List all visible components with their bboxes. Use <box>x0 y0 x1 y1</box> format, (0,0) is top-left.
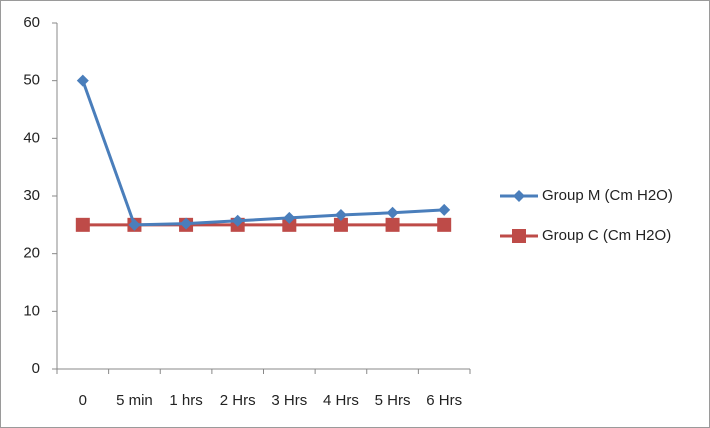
x-tick-label: 2 Hrs <box>220 392 256 409</box>
x-tick-label: 5 min <box>116 392 153 409</box>
y-tick-label: 50 <box>23 72 40 89</box>
data-point <box>386 206 399 219</box>
legend-label: Group M (Cm H2O) <box>542 187 673 204</box>
x-tick-label: 6 Hrs <box>426 392 462 409</box>
data-point <box>385 217 400 232</box>
legend-marker <box>513 190 525 202</box>
data-point <box>438 203 451 216</box>
x-tick-label: 3 Hrs <box>271 392 307 409</box>
x-tick-label: 0 <box>79 392 87 409</box>
data-point <box>180 217 193 230</box>
x-tick-label: 5 Hrs <box>375 392 411 409</box>
data-point <box>282 217 297 232</box>
data-point <box>333 217 348 232</box>
data-point <box>283 211 296 224</box>
y-tick-label: 40 <box>23 129 40 146</box>
data-point <box>76 74 89 87</box>
data-point <box>334 209 347 222</box>
y-tick-label: 0 <box>32 360 40 377</box>
y-tick-label: 30 <box>23 187 40 204</box>
y-tick-label: 10 <box>23 302 40 319</box>
series-line <box>81 80 445 227</box>
data-point <box>75 217 90 232</box>
y-tick-label: 20 <box>23 245 40 262</box>
x-tick-label: 4 Hrs <box>323 392 359 409</box>
data-point <box>231 214 244 227</box>
y-tick-label: 60 <box>23 14 40 31</box>
x-tick-label: 1 hrs <box>169 392 202 409</box>
legend-marker <box>512 229 526 243</box>
legend-label: Group C (Cm H2O) <box>542 227 671 244</box>
data-point <box>128 218 141 231</box>
data-point <box>437 217 452 232</box>
